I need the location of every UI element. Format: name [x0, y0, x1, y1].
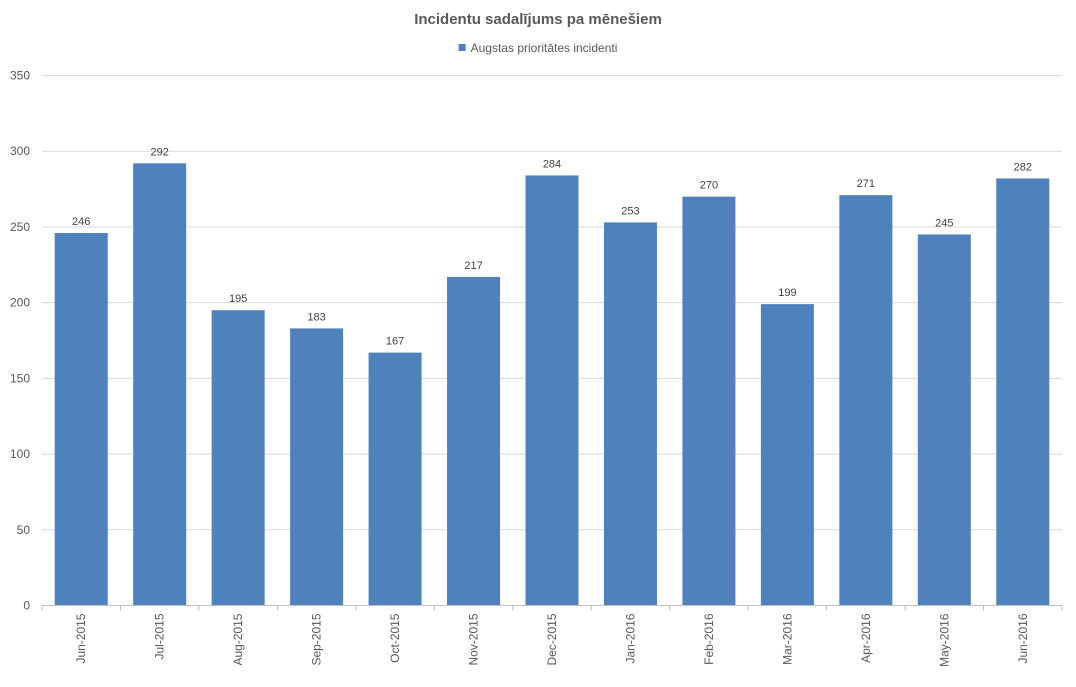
- x-tick-label: May-2016: [937, 613, 951, 667]
- data-label: 270: [700, 180, 718, 192]
- x-tick-label: Nov-2015: [467, 613, 481, 665]
- x-tick-label: Feb-2016: [702, 613, 716, 665]
- y-tick-label: 0: [23, 599, 30, 613]
- x-tick-label: Apr-2016: [859, 613, 873, 663]
- y-tick-label: 100: [10, 447, 30, 461]
- data-label: 271: [857, 178, 875, 190]
- y-tick-label: 250: [10, 220, 30, 234]
- y-tick-label: 50: [17, 523, 31, 537]
- data-label: 199: [778, 287, 796, 299]
- bar: [211, 310, 265, 606]
- x-tick-label: Mar-2016: [780, 613, 794, 665]
- data-label: 282: [1014, 161, 1032, 173]
- y-axis: 0 50 100 150 200 250 300 350: [10, 69, 30, 613]
- legend-swatch: [458, 44, 466, 51]
- x-tick-label: Dec-2015: [545, 613, 559, 665]
- y-tick-label: 350: [10, 69, 30, 83]
- bar: [368, 352, 422, 606]
- bar: [603, 222, 657, 606]
- data-label: 217: [464, 260, 482, 272]
- data-label: 246: [72, 216, 90, 228]
- bar: [133, 163, 187, 606]
- data-label: 253: [621, 205, 639, 217]
- bar: [525, 175, 579, 606]
- bar: [290, 328, 344, 606]
- x-tick-label: Sep-2015: [310, 613, 324, 665]
- data-label: 245: [935, 218, 953, 230]
- x-tick-label: Jan-2016: [623, 613, 637, 663]
- bar: [682, 196, 736, 606]
- y-tick-label: 200: [10, 296, 30, 310]
- x-tick-label: Jul-2015: [153, 613, 167, 659]
- x-tick-label: Jun-2016: [1016, 613, 1030, 663]
- y-tick-label: 300: [10, 144, 30, 158]
- data-label: 167: [386, 336, 404, 348]
- bar: [917, 234, 971, 606]
- bar: [839, 195, 893, 606]
- bar: [760, 304, 814, 606]
- data-labels: 246 292 195 183 167 217 284 253 270 199 271 245 282: [72, 146, 1032, 347]
- bar: [54, 232, 108, 606]
- bar: [996, 178, 1050, 606]
- data-label: 284: [543, 158, 561, 170]
- legend: Augstas prioritātes incidenti: [458, 41, 618, 55]
- x-axis: Jun-2015 Jul-2015 Aug-2015 Sep-2015 Oct-2015…: [41, 605, 1063, 667]
- x-tick-label: Aug-2015: [231, 613, 245, 665]
- y-tick-label: 150: [10, 371, 30, 385]
- legend-label: Augstas prioritātes incidenti: [471, 41, 618, 55]
- bars: [54, 163, 1050, 606]
- data-label: 183: [307, 311, 325, 323]
- data-label: 292: [151, 146, 169, 158]
- x-tick-label: Oct-2015: [388, 613, 402, 663]
- bar: [447, 276, 501, 606]
- chart-title: Incidentu sadalījums pa mēnešiem: [414, 11, 662, 28]
- data-label: 195: [229, 293, 247, 305]
- x-tick-label: Jun-2015: [74, 613, 88, 663]
